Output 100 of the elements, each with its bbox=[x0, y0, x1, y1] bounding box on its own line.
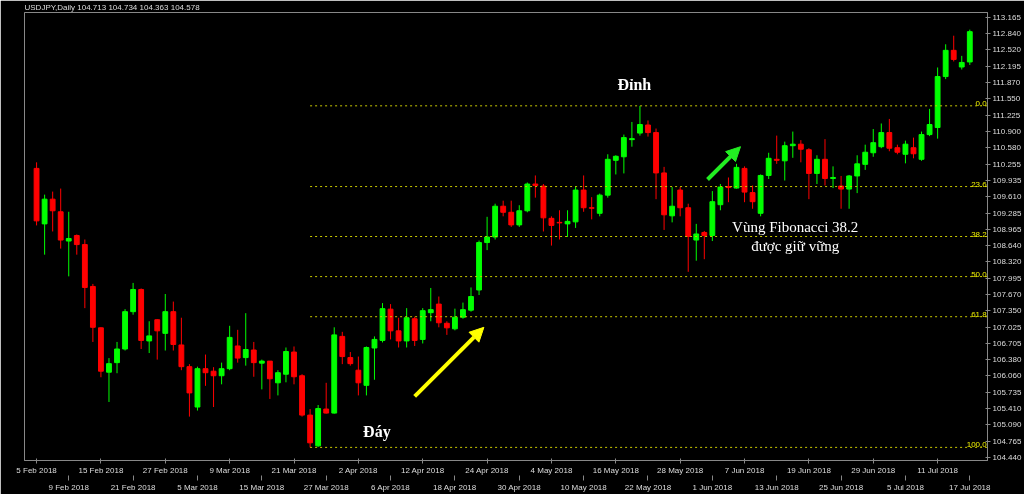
candlestick bbox=[339, 331, 346, 365]
candlestick bbox=[878, 122, 885, 149]
candlestick bbox=[765, 152, 772, 180]
x-tick-label: 5 Jul 2018 bbox=[886, 482, 925, 492]
y-tick-label: 107.025 bbox=[992, 322, 1022, 332]
candlestick bbox=[49, 191, 56, 232]
candlestick bbox=[403, 307, 410, 348]
candlestick bbox=[645, 119, 651, 138]
candlestick bbox=[741, 165, 748, 203]
candlestick bbox=[612, 154, 619, 175]
annotation: 0.0 bbox=[975, 98, 988, 108]
candlestick bbox=[870, 128, 877, 158]
candlestick bbox=[693, 223, 700, 262]
candlestick bbox=[733, 163, 740, 190]
x-tick-label: 6 Apr 2018 bbox=[370, 482, 411, 492]
candlestick bbox=[468, 286, 474, 313]
x-tick-label: 30 Apr 2018 bbox=[497, 482, 542, 492]
candlestick bbox=[395, 317, 402, 348]
y-tick-label: 108.640 bbox=[992, 241, 1022, 251]
x-tick-label: 22 May 2018 bbox=[624, 482, 672, 492]
candlestick bbox=[886, 118, 893, 152]
candlestick bbox=[580, 174, 587, 213]
candlestick bbox=[814, 154, 820, 185]
candlestick bbox=[234, 329, 241, 364]
candlestick bbox=[387, 303, 394, 340]
annotation: Vùng Fibonacci 38.2 bbox=[732, 219, 859, 236]
x-tick-label: 9 Mar 2018 bbox=[209, 465, 251, 475]
candlestick bbox=[830, 165, 836, 189]
candlestick bbox=[637, 105, 643, 137]
x-tick-label: 16 May 2018 bbox=[592, 465, 640, 475]
candlestick bbox=[822, 138, 828, 187]
annotation: 23.6 bbox=[971, 179, 988, 189]
candlestick bbox=[484, 216, 491, 251]
x-tick-label: 21 Feb 2018 bbox=[110, 482, 157, 492]
candlestick bbox=[797, 139, 804, 163]
candlestick bbox=[532, 174, 539, 199]
annotation: Đáy bbox=[363, 422, 391, 441]
candlestick bbox=[701, 230, 708, 260]
y-tick-label: 107.995 bbox=[992, 273, 1022, 283]
candlestick bbox=[106, 357, 112, 403]
y-tick-label: 105.735 bbox=[992, 387, 1022, 397]
y-tick-label: 108.320 bbox=[992, 257, 1022, 267]
y-tick-label: 109.610 bbox=[992, 192, 1022, 202]
x-tick-label: 28 May 2018 bbox=[657, 465, 704, 475]
candlestick bbox=[669, 186, 676, 223]
y-tick-label: 110.255 bbox=[992, 159, 1022, 169]
x-tick-label: 4 May 2018 bbox=[530, 465, 573, 475]
x-tick-label: 24 Apr 2018 bbox=[465, 465, 509, 475]
y-tick-label: 110.580 bbox=[992, 143, 1022, 153]
y-tick-label: 106.060 bbox=[992, 371, 1022, 381]
candlestick bbox=[717, 183, 724, 211]
annotation: 61.8 bbox=[971, 309, 988, 319]
y-tick-label: 109.285 bbox=[992, 208, 1022, 218]
candlestick bbox=[275, 369, 281, 396]
candlestick bbox=[283, 346, 289, 383]
candlestick bbox=[516, 204, 523, 228]
candlestick bbox=[749, 185, 756, 210]
candlestick bbox=[218, 362, 225, 385]
candlestick bbox=[773, 135, 780, 165]
chart-title: USDJPY,Daily 104.713 104.734 104.363 104.578 bbox=[24, 3, 201, 12]
candlestick bbox=[781, 141, 788, 181]
y-tick-label: 112.840 bbox=[992, 29, 1022, 39]
candlestick bbox=[725, 176, 732, 203]
annotation: Đỉnh bbox=[617, 76, 652, 94]
x-tick-label: 19 Jun 2018 bbox=[786, 465, 832, 475]
x-tick-label: 18 Apr 2018 bbox=[433, 482, 477, 492]
candlestick bbox=[443, 320, 450, 336]
y-tick-label: 104.765 bbox=[992, 436, 1022, 446]
x-tick-label: 7 Jun 2018 bbox=[724, 465, 765, 475]
candlestick bbox=[950, 35, 957, 62]
candlestick bbox=[910, 137, 917, 159]
annotation: được giữ vững bbox=[751, 238, 840, 255]
candlestick bbox=[65, 211, 72, 277]
annotation: 100.0 bbox=[966, 440, 988, 450]
x-tick-label: 25 Jun 2018 bbox=[819, 482, 864, 492]
annotation: 50.0 bbox=[971, 269, 988, 279]
candlestick bbox=[178, 317, 185, 371]
y-tick-label: 112.195 bbox=[992, 61, 1022, 71]
annotation: 38.2 bbox=[971, 229, 988, 239]
candlestick bbox=[677, 186, 684, 217]
candlestick bbox=[73, 233, 80, 256]
x-tick-label: 27 Mar 2018 bbox=[303, 482, 350, 492]
y-tick-label: 108.965 bbox=[992, 224, 1022, 234]
y-tick-label: 107.350 bbox=[992, 306, 1022, 316]
y-tick-label: 105.410 bbox=[992, 404, 1022, 414]
x-tick-label: 5 Mar 2018 bbox=[177, 482, 219, 492]
x-tick-label: 15 Mar 2018 bbox=[239, 482, 285, 492]
y-tick-label: 111.550 bbox=[992, 94, 1021, 104]
y-tick-label: 105.090 bbox=[992, 420, 1022, 430]
y-tick-label: 106.380 bbox=[992, 355, 1022, 365]
candlestick bbox=[805, 147, 812, 200]
y-tick-label: 112.520 bbox=[992, 45, 1022, 55]
candlestick bbox=[250, 341, 257, 378]
candlestick bbox=[323, 382, 330, 415]
y-tick-label: 111.870 bbox=[992, 78, 1021, 88]
candlestick bbox=[854, 154, 861, 194]
x-tick-label: 5 Feb 2018 bbox=[16, 465, 58, 475]
candlestick bbox=[242, 312, 249, 367]
x-tick-label: 11 Jul 2018 bbox=[917, 465, 959, 475]
candlestick bbox=[266, 360, 273, 400]
